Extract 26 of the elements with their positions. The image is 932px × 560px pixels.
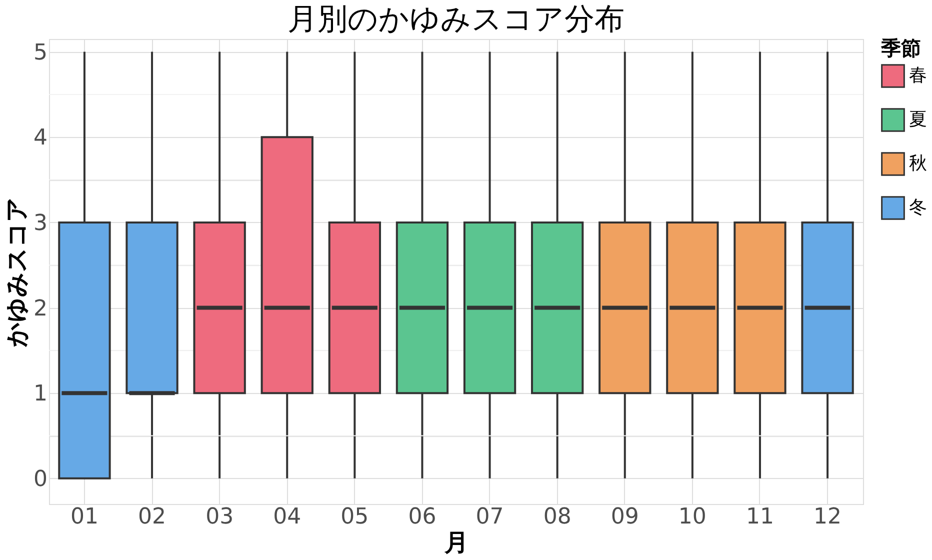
legend-label: 春 bbox=[909, 65, 927, 86]
x-tick-label: 03 bbox=[206, 504, 234, 530]
y-tick-label: 3 bbox=[34, 210, 48, 236]
x-tick-label: 12 bbox=[814, 504, 842, 530]
x-tick-label: 07 bbox=[476, 504, 504, 530]
legend-label: 冬 bbox=[909, 197, 927, 218]
y-tick-label: 5 bbox=[34, 40, 48, 66]
y-tick-label: 4 bbox=[34, 126, 48, 151]
legend-label: 秋 bbox=[909, 153, 927, 174]
x-tick-label: 11 bbox=[746, 504, 774, 530]
x-tick-label: 10 bbox=[678, 504, 706, 530]
legend-title: 季節 bbox=[880, 36, 921, 60]
x-tick-label: 06 bbox=[408, 504, 436, 530]
x-tick-label: 08 bbox=[543, 504, 572, 530]
legend-label: 夏 bbox=[909, 109, 927, 130]
chart-title: 月別のかゆみスコア分布 bbox=[288, 2, 624, 37]
y-tick-label: 2 bbox=[34, 296, 48, 322]
x-tick-label: 05 bbox=[340, 504, 369, 530]
x-axis-title: 月 bbox=[444, 528, 468, 556]
x-tick-label: 02 bbox=[138, 504, 166, 530]
x-tick-label: 09 bbox=[610, 504, 639, 530]
y-axis-title: かゆみスコア bbox=[2, 197, 31, 348]
x-tick-label: 01 bbox=[70, 504, 98, 530]
y-tick-label: 1 bbox=[34, 382, 48, 407]
x-tick-label: 04 bbox=[273, 504, 302, 530]
y-tick-label: 0 bbox=[34, 466, 48, 492]
